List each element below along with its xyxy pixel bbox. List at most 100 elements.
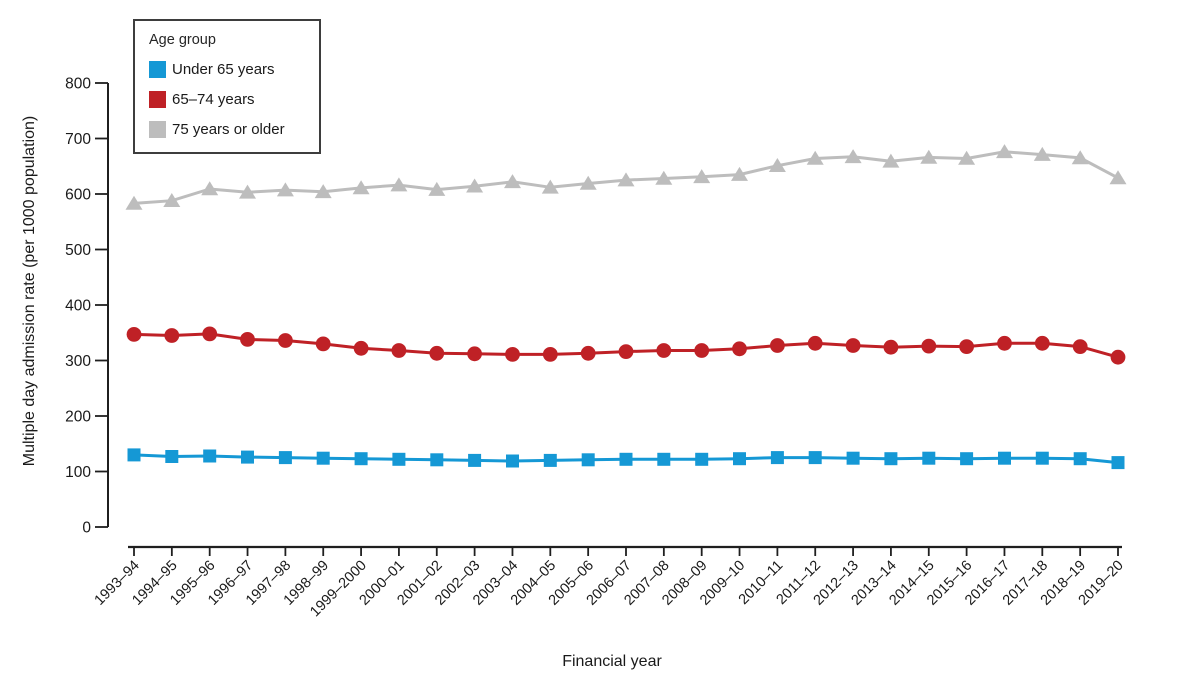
75-older-swatch-icon	[149, 121, 166, 138]
data-point-marker	[391, 343, 407, 358]
data-point-marker	[580, 345, 596, 361]
data-point-marker	[960, 452, 974, 466]
data-point-marker	[996, 144, 1013, 159]
data-point-marker	[768, 158, 786, 172]
data-point-marker	[770, 451, 784, 465]
data-point-marker	[732, 341, 747, 357]
series-under-65-years	[127, 448, 1125, 470]
data-point-marker	[428, 181, 446, 196]
data-point-marker	[314, 184, 332, 199]
y-tick-label: 0	[82, 520, 91, 537]
x-axis: 1993–941994–951995–961996–971997–981998–…	[92, 545, 1127, 620]
data-point-marker	[806, 150, 824, 165]
data-point-marker	[541, 179, 559, 194]
data-point-marker	[958, 150, 976, 165]
data-point-marker	[1035, 451, 1049, 465]
y-axis: 0 100 200 300 400 500 600 700 800	[65, 76, 109, 537]
data-point-marker	[430, 453, 444, 467]
data-point-marker	[733, 452, 746, 466]
data-point-marker	[505, 347, 520, 362]
data-point-marker	[315, 336, 331, 352]
data-point-marker	[504, 174, 521, 189]
data-point-marker	[542, 347, 558, 362]
data-point-marker	[468, 453, 482, 467]
y-tick-label: 300	[65, 353, 91, 370]
data-point-marker	[1111, 456, 1125, 470]
legend-label-under-65: Under 65 years	[172, 61, 275, 78]
y-axis-title: Multiple day admission rate (per 1000 po…	[21, 115, 38, 467]
data-point-marker	[126, 327, 142, 342]
y-tick-label: 200	[65, 409, 91, 426]
legend-item-65-74: 65–74 years	[149, 91, 305, 108]
data-point-marker	[694, 343, 710, 358]
legend-item-under-65: Under 65 years	[149, 61, 305, 78]
data-point-marker	[352, 180, 370, 195]
data-point-marker	[202, 326, 218, 342]
data-point-marker	[241, 450, 254, 464]
65-74-swatch-icon	[149, 91, 166, 108]
data-point-marker	[807, 335, 823, 351]
y-tick-label: 100	[65, 464, 91, 481]
y-tick-label: 500	[65, 242, 91, 259]
y-tick-label: 800	[65, 76, 91, 93]
data-point-marker	[1109, 170, 1127, 185]
data-point-marker	[164, 328, 180, 343]
data-point-marker	[693, 169, 711, 184]
x-axis-title: Financial year	[562, 653, 662, 670]
data-point-marker	[882, 153, 900, 168]
data-point-marker	[770, 338, 785, 353]
data-point-marker	[617, 172, 635, 187]
data-point-marker	[657, 452, 671, 466]
y-tick-label: 400	[65, 298, 91, 315]
data-point-marker	[466, 178, 484, 193]
data-point-marker	[1072, 339, 1088, 354]
data-point-marker	[506, 454, 519, 468]
data-point-marker	[655, 170, 673, 185]
data-point-marker	[201, 181, 219, 196]
legend-title: Age group	[149, 32, 216, 48]
y-tick-label: 700	[65, 131, 91, 148]
data-point-marker	[579, 175, 597, 190]
data-point-marker	[163, 193, 181, 207]
data-point-marker	[846, 451, 860, 465]
data-point-marker	[808, 451, 822, 465]
series-75-years-or-older	[125, 144, 1127, 210]
legend: Age group Under 65 years 65–74 years 75 …	[133, 19, 321, 154]
data-point-marker	[844, 149, 862, 164]
data-point-marker	[921, 338, 937, 354]
data-point-marker	[240, 332, 255, 347]
data-point-marker	[1110, 349, 1126, 365]
legend-label-75-older: 75 years or older	[172, 121, 285, 138]
data-point-marker	[239, 184, 256, 199]
data-point-marker	[392, 452, 406, 466]
under-65-swatch-icon	[149, 61, 166, 78]
data-point-marker	[883, 339, 899, 355]
data-point-marker	[1071, 150, 1089, 165]
data-point-marker	[997, 335, 1012, 351]
data-point-marker	[353, 340, 369, 356]
data-point-marker	[1033, 146, 1051, 161]
data-point-marker	[278, 333, 293, 348]
data-point-marker	[1073, 452, 1087, 466]
data-point-marker	[165, 450, 179, 463]
data-point-marker	[998, 451, 1011, 465]
data-point-marker	[845, 338, 861, 353]
legend-item-75-older: 75 years or older	[149, 121, 305, 138]
data-point-marker	[581, 453, 595, 467]
data-point-marker	[543, 453, 557, 467]
data-point-marker	[922, 451, 936, 465]
data-point-marker	[884, 452, 898, 466]
data-point-marker	[316, 451, 330, 465]
data-point-marker	[695, 452, 709, 466]
data-point-marker	[731, 166, 748, 181]
data-point-marker	[618, 344, 634, 359]
y-tick-label: 600	[65, 187, 91, 204]
legend-label-65-74: 65–74 years	[172, 91, 255, 108]
data-point-marker	[1034, 335, 1050, 351]
data-point-marker	[920, 149, 938, 164]
data-point-marker	[390, 177, 408, 192]
data-point-marker	[619, 452, 633, 466]
data-point-marker	[656, 343, 672, 358]
